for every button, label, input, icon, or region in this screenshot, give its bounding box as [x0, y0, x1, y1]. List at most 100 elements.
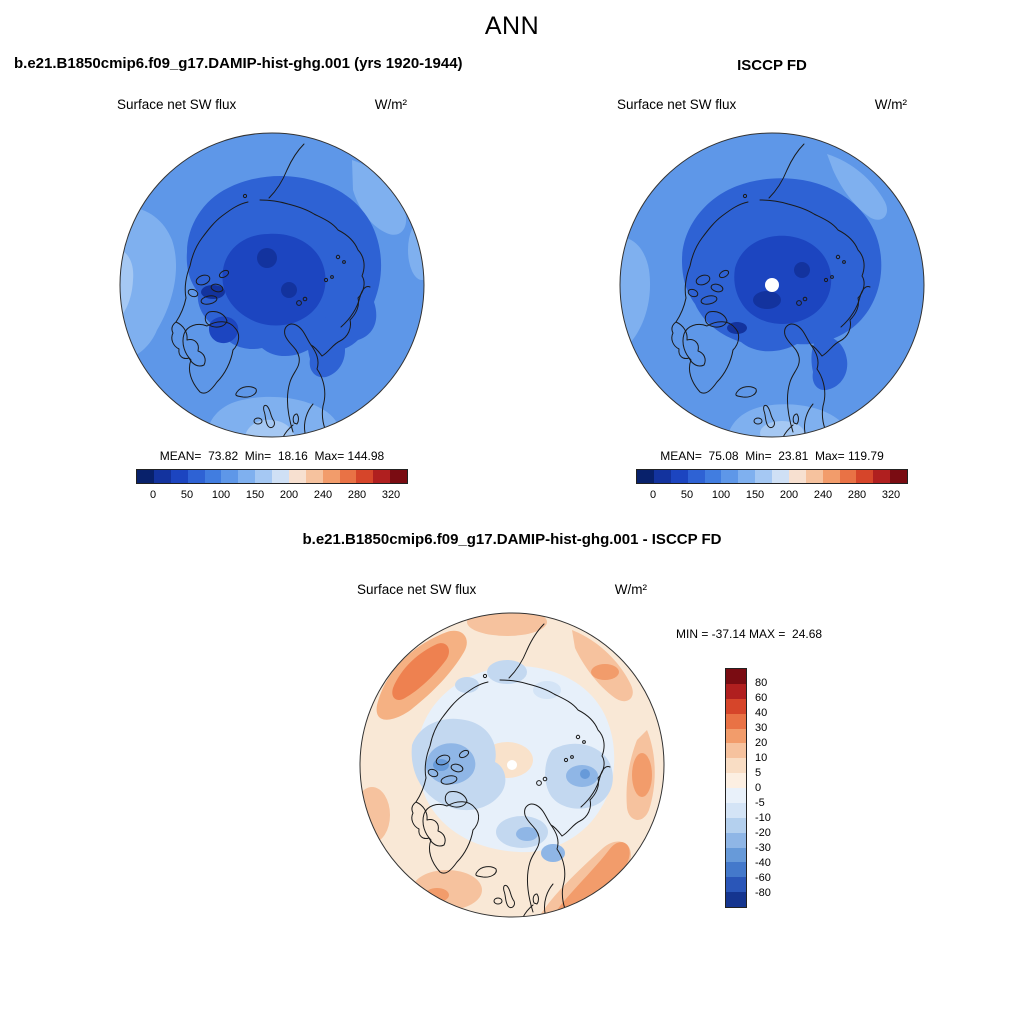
- colorbar-segment: [726, 669, 746, 684]
- model-stats-line: MEAN= 73.82 Min= 18.16 Max= 144.98: [159, 449, 385, 463]
- colorbar-segment: [637, 470, 654, 483]
- colorbar-segment: [726, 713, 746, 729]
- colorbar-tick-label: 200: [779, 489, 799, 501]
- colorbar-segment: [856, 470, 874, 483]
- colorbar-tick-label: 20: [755, 737, 768, 749]
- colorbar-tick-label: 30: [755, 722, 768, 734]
- colorbar-bar: [636, 469, 908, 484]
- difference-title: b.e21.B1850cmip6.f09_g17.DAMIP-hist-ghg.…: [302, 531, 722, 548]
- colorbar-segment: [137, 470, 154, 483]
- variable-label: Surface net SW flux: [357, 582, 477, 597]
- obs-dataset-title: ISCCP FD: [737, 57, 807, 74]
- colorbar-segment: [890, 470, 907, 483]
- model-map-header: Surface net SW flux W/m²: [117, 97, 427, 112]
- colorbar-segment: [153, 470, 171, 483]
- colorbar-segment: [873, 470, 891, 483]
- colorbar-segment: [721, 470, 739, 483]
- model-colorbar: 0 50 100 150 200 240 280 320: [136, 469, 408, 501]
- colorbar-segment: [322, 470, 340, 483]
- map-outline: [619, 132, 925, 438]
- diff-minmax-label: MIN = -37.14 MAX = 24.68: [676, 627, 823, 641]
- obs-polar-map: [619, 132, 925, 438]
- colorbar-segment: [704, 470, 722, 483]
- colorbar-tick-label: -30: [755, 842, 771, 854]
- colorbar-tick-label: -5: [755, 797, 765, 809]
- colorbar-segment: [726, 832, 746, 848]
- colorbar-segment: [170, 470, 188, 483]
- colorbar-tick-label: 80: [755, 677, 768, 689]
- map-outline: [359, 612, 665, 918]
- colorbar-segment: [726, 728, 746, 744]
- colorbar-segment: [305, 470, 323, 483]
- colorbar-tick-label: -10: [755, 812, 771, 824]
- colorbar-tick-label: 0: [755, 782, 762, 794]
- obs-stats-line: MEAN= 75.08 Min= 23.81 Max= 119.79: [660, 449, 884, 463]
- colorbar-tick-label: 280: [847, 489, 867, 501]
- colorbar-tick-label: -40: [755, 857, 771, 869]
- colorbar-segment: [839, 470, 857, 483]
- colorbar-segment: [204, 470, 222, 483]
- colorbar-segment: [373, 470, 391, 483]
- colorbar-segment: [339, 470, 357, 483]
- colorbar-segment: [726, 817, 746, 833]
- colorbar-tick-label: 50: [680, 489, 694, 501]
- colorbar-tick-label: -80: [755, 887, 771, 899]
- diff-map-header: Surface net SW flux W/m²: [357, 582, 667, 597]
- colorbar-tick-label: 60: [755, 692, 768, 704]
- variable-label: Surface net SW flux: [117, 97, 237, 112]
- colorbar-tick-label: 150: [245, 489, 265, 501]
- obs-colorbar: 0 50 100 150 200 240 280 320: [636, 469, 908, 501]
- colorbar-segment: [670, 470, 688, 483]
- colorbar-tick-label: 200: [279, 489, 299, 501]
- pole-hole: [765, 278, 779, 292]
- colorbar-tick-label: 5: [755, 767, 762, 779]
- colorbar-segment: [772, 470, 789, 483]
- colorbar-segment: [788, 470, 806, 483]
- colorbar-tick-label: 0: [649, 489, 657, 501]
- units-label: W/m²: [374, 97, 407, 112]
- colorbar-tick-label: 320: [381, 489, 401, 501]
- colorbar-segment: [726, 802, 746, 818]
- colorbar-segment: [822, 470, 840, 483]
- colorbar-segment: [726, 788, 746, 803]
- colorbar-segment: [726, 862, 746, 878]
- colorbar-segment: [805, 470, 823, 483]
- obs-map-header: Surface net SW flux W/m²: [617, 97, 927, 112]
- colorbar-bar: [136, 469, 408, 484]
- colorbar-segment: [653, 470, 671, 483]
- colorbar-segment: [390, 470, 407, 483]
- colorbar-tick-label: -60: [755, 872, 771, 884]
- colorbar-tick-label: -20: [755, 827, 771, 839]
- colorbar-segment: [726, 743, 746, 759]
- colorbar-segment: [726, 847, 746, 863]
- colorbar-tick-label: 100: [211, 489, 231, 501]
- colorbar-segment: [738, 470, 756, 483]
- colorbar-segment: [726, 698, 746, 714]
- colorbar-tick-label: 150: [745, 489, 765, 501]
- pole-hole: [507, 760, 517, 770]
- diff-colorbar: 80 60 40 30 20 10 5 0 -5 -10 -20 -30 -40 -60 -80: [725, 668, 771, 908]
- colorbar-segment: [726, 758, 746, 774]
- colorbar-segment: [288, 470, 306, 483]
- colorbar-segment: [221, 470, 239, 483]
- map-outline: [119, 132, 425, 438]
- colorbar-segment: [726, 877, 746, 893]
- colorbar-tick-label: 40: [755, 707, 768, 719]
- colorbar-tick-label: 280: [347, 489, 367, 501]
- colorbar-segment: [755, 470, 772, 483]
- colorbar-tick-label: 10: [755, 752, 768, 764]
- colorbar-segment: [238, 470, 256, 483]
- colorbar-tick-label: 240: [813, 489, 833, 501]
- colorbar-segment: [726, 683, 746, 699]
- colorbar-segment: [726, 892, 746, 907]
- colorbar-tick-label: 100: [711, 489, 731, 501]
- colorbar-segment: [272, 470, 289, 483]
- diff-polar-map: [359, 612, 665, 918]
- colorbar-tick-label: 50: [180, 489, 194, 501]
- model-run-title: b.e21.B1850cmip6.f09_g17.DAMIP-hist-ghg.…: [14, 55, 463, 72]
- variable-label: Surface net SW flux: [617, 97, 737, 112]
- page-title: ANN: [484, 12, 540, 40]
- colorbar-tick-label: 0: [149, 489, 157, 501]
- units-label: W/m²: [614, 582, 647, 597]
- colorbar-bar: [725, 668, 747, 908]
